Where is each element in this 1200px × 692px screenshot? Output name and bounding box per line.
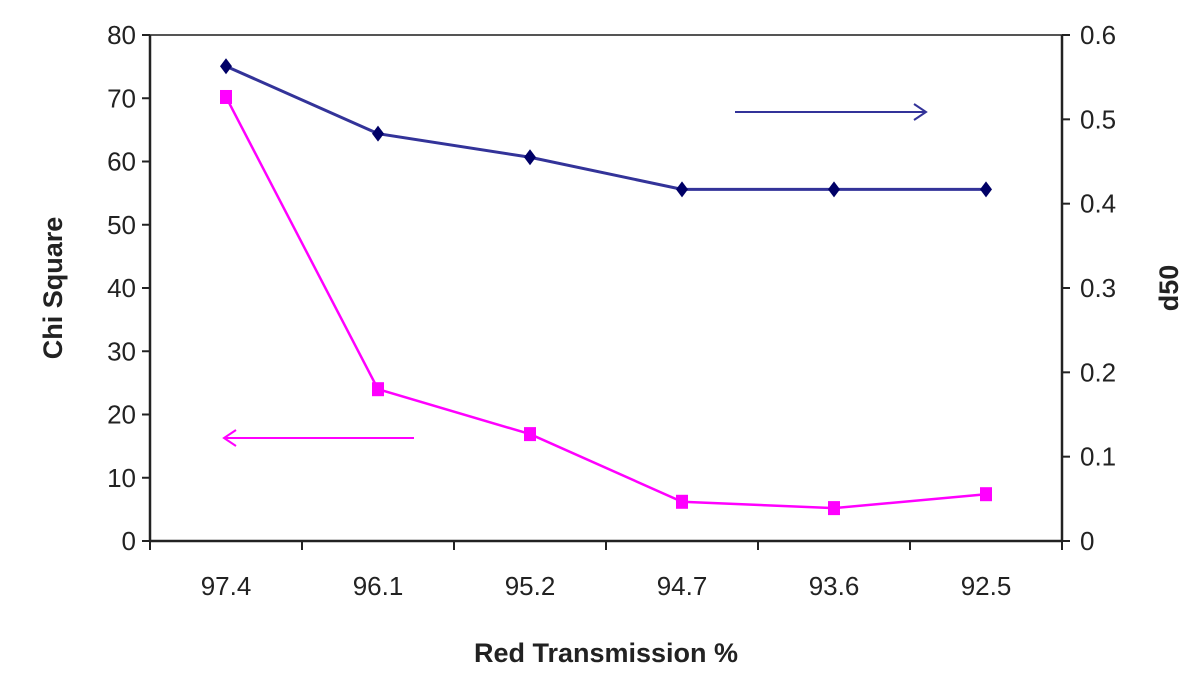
data-point-chi-square <box>220 89 232 104</box>
data-point-d50 <box>828 181 840 198</box>
y-axis-label: Chi Square <box>38 217 68 360</box>
data-point-chi-square <box>828 501 840 516</box>
data-point-d50 <box>980 181 992 198</box>
y-tick-label: 50 <box>107 210 136 240</box>
x-tick-label: 95.2 <box>505 571 556 601</box>
y2-tick-label: 0.1 <box>1080 442 1116 472</box>
x-tick-label: 96.1 <box>353 571 404 601</box>
y-tick-label: 10 <box>107 463 136 493</box>
x-tick-label: 92.5 <box>961 571 1012 601</box>
data-point-chi-square <box>676 494 688 509</box>
x-axis-label: Red Transmission % <box>474 638 738 668</box>
y2-tick-label: 0.3 <box>1080 273 1116 303</box>
x-tick-label: 93.6 <box>809 571 860 601</box>
y-tick-label: 30 <box>107 336 136 366</box>
right-arrow-icon <box>735 103 928 121</box>
y-tick-label: 20 <box>107 400 136 430</box>
y2-axis-label: d50 <box>1154 265 1184 312</box>
series-line-d50 <box>225 64 986 191</box>
series-line-chi-square <box>224 96 987 510</box>
y-tick-label: 0 <box>122 526 136 556</box>
data-point-d50 <box>676 181 688 198</box>
data-point-chi-square <box>980 487 992 502</box>
axes: 0 10 20 30 40 50 60 70 80 0 0.1 0.2 0.3 0.4 0.5 0.6 97.4… <box>107 20 1116 601</box>
y2-tick-label: 0.4 <box>1080 189 1116 219</box>
y2-tick-label: 0 <box>1080 526 1094 556</box>
x-tick-label: 97.4 <box>201 571 252 601</box>
x-tick-label: 94.7 <box>657 571 708 601</box>
data-point-d50 <box>372 125 384 142</box>
data-point-d50 <box>220 58 232 75</box>
y2-tick-label: 0.2 <box>1080 357 1116 387</box>
left-arrow-icon <box>222 429 414 447</box>
y2-tick-label: 0.5 <box>1080 104 1116 134</box>
data-point-d50 <box>524 149 536 166</box>
y2-tick-label: 0.6 <box>1080 20 1116 50</box>
y-tick-label: 80 <box>107 20 136 50</box>
y-tick-label: 40 <box>107 273 136 303</box>
y-tick-label: 60 <box>107 147 136 177</box>
marks <box>220 58 992 516</box>
y-tick-label: 70 <box>107 83 136 113</box>
data-point-chi-square <box>372 382 384 397</box>
data-point-chi-square <box>524 427 536 442</box>
